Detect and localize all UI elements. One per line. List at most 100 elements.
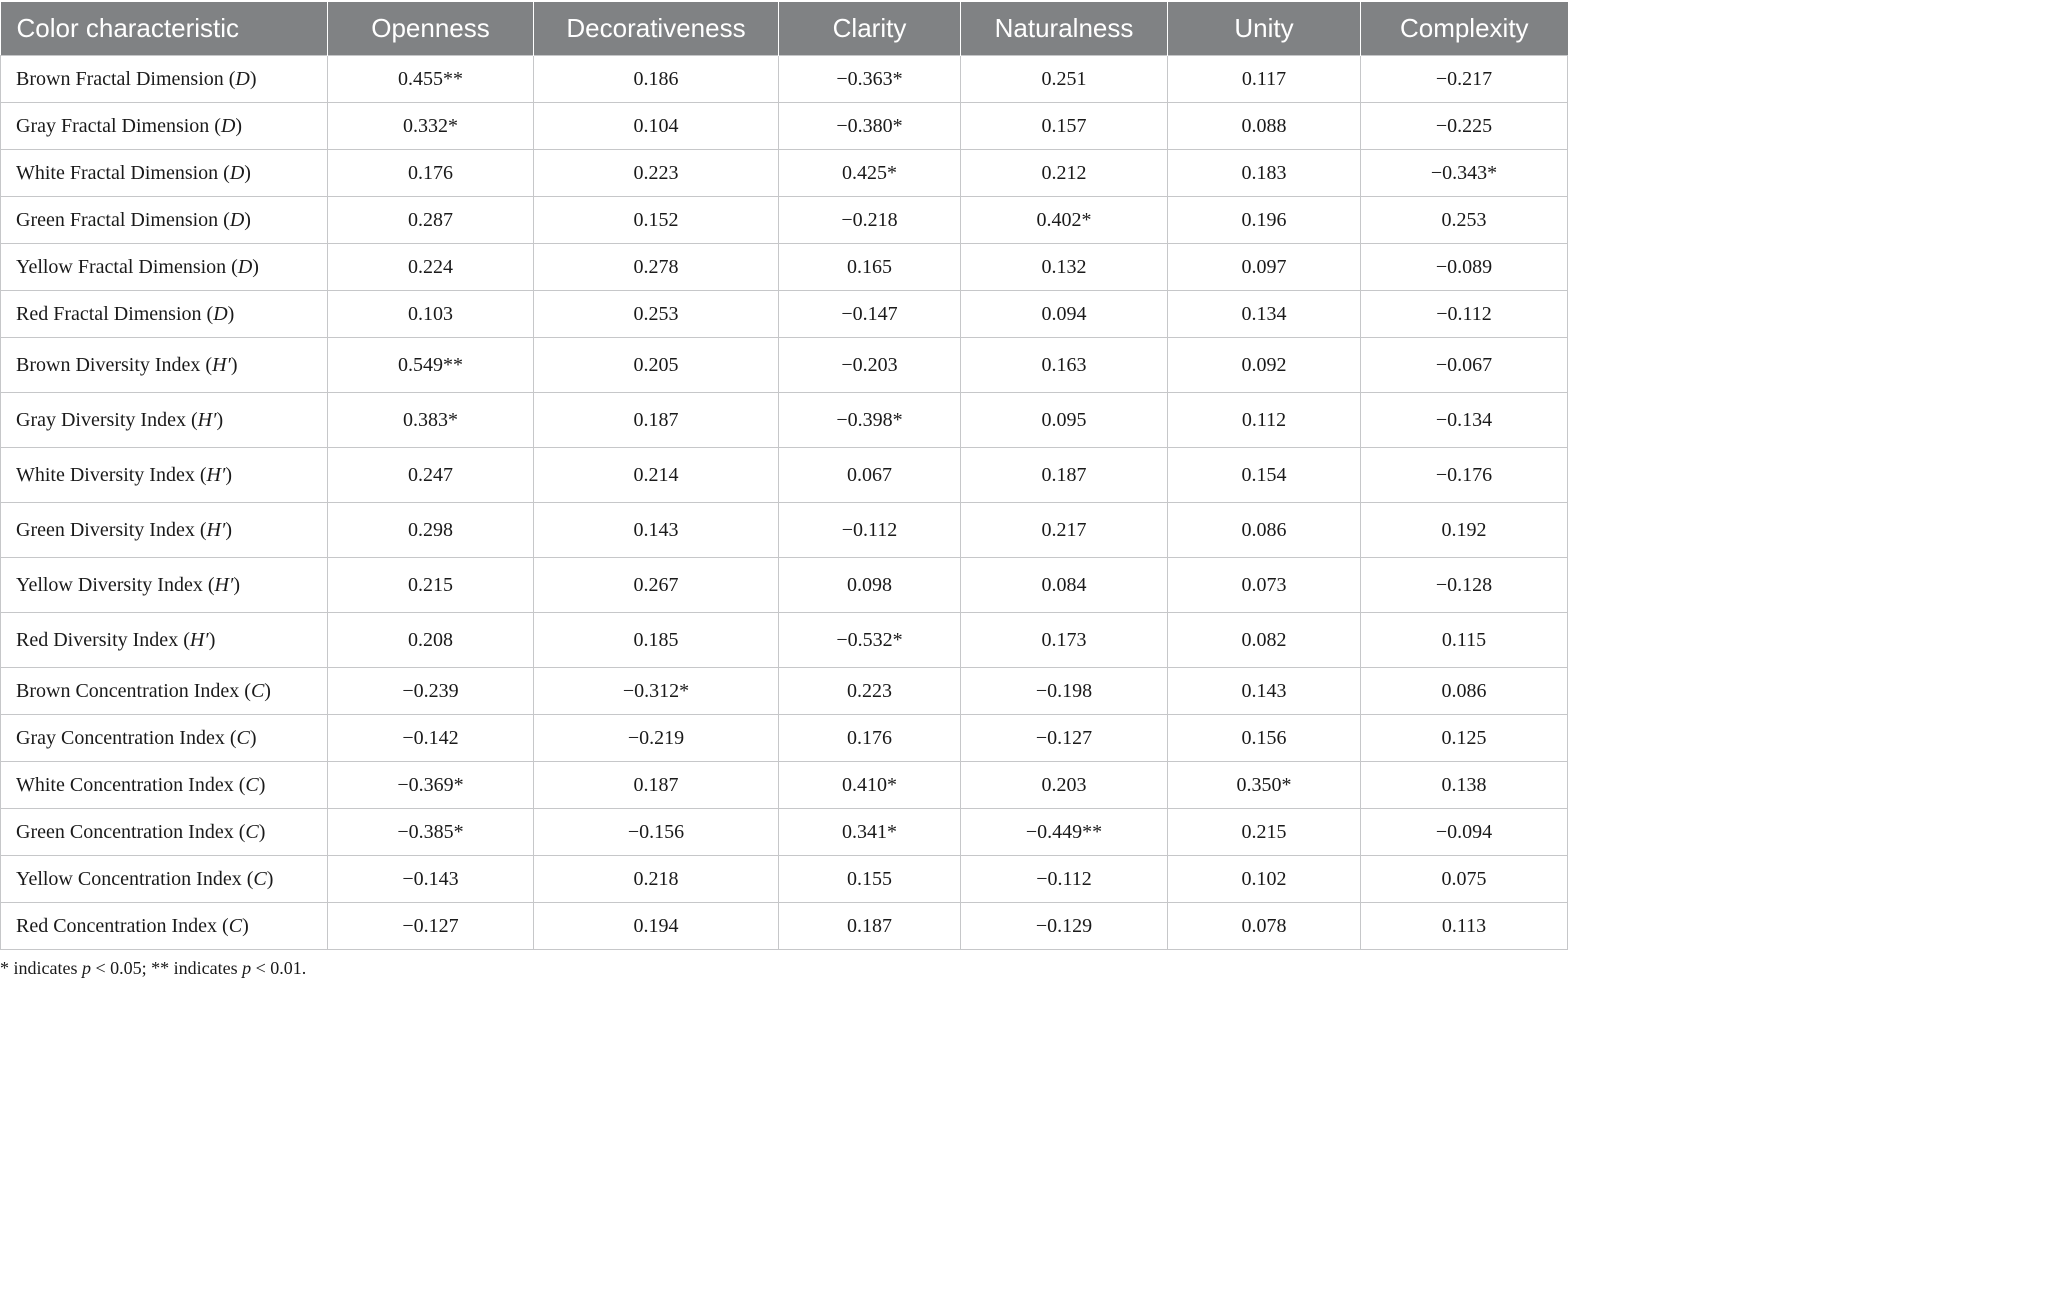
cell-complexity: 0.113 <box>1360 902 1568 950</box>
table-row: Yellow Concentration Index (C) −0.143 0.21… <box>0 855 1568 903</box>
header-decorativeness: Decorativeness <box>533 2 779 56</box>
cell-openness: 0.455** <box>327 55 534 103</box>
row-label-close: ) <box>264 679 271 702</box>
cell-naturalness: 0.157 <box>960 102 1168 150</box>
cell-unity: 0.154 <box>1167 447 1361 503</box>
cell-naturalness: −0.127 <box>960 714 1168 762</box>
cell-naturalness: 0.173 <box>960 612 1168 668</box>
cell-openness: −0.239 <box>327 667 534 715</box>
cell-complexity: 0.253 <box>1360 196 1568 244</box>
cell-unity: 0.078 <box>1167 902 1361 950</box>
row-label-symbol: H′ <box>206 463 226 486</box>
cell-unity: 0.196 <box>1167 196 1361 244</box>
row-label: Yellow Concentration Index (C) <box>0 855 328 903</box>
cell-complexity: 0.138 <box>1360 761 1568 809</box>
table-row: Brown Fractal Dimension (D) 0.455** 0.186−… <box>0 55 1568 103</box>
cell-complexity: −0.225 <box>1360 102 1568 150</box>
table-header: Color characteristic Openness Decorative… <box>0 2 1568 56</box>
cell-clarity: −0.218 <box>778 196 961 244</box>
cell-naturalness: 0.217 <box>960 502 1168 558</box>
table-row: Gray Concentration Index (C) −0.142 −0.219… <box>0 714 1568 762</box>
row-label: Gray Concentration Index (C) <box>0 714 328 762</box>
row-label-symbol: D <box>229 161 245 184</box>
cell-naturalness: 0.251 <box>960 55 1168 103</box>
cell-unity: 0.215 <box>1167 808 1361 856</box>
table-row: Yellow Diversity Index (H′) 0.215 0.267 0.0… <box>0 557 1568 613</box>
cell-clarity: 0.176 <box>778 714 961 762</box>
cell-decorativeness: −0.156 <box>533 808 779 856</box>
row-label-symbol: H′ <box>189 628 209 651</box>
footnote-p-symbol-2: p <box>242 958 252 978</box>
row-label-close: ) <box>249 67 257 90</box>
cell-unity: 0.097 <box>1167 243 1361 291</box>
header-clarity: Clarity <box>778 2 961 56</box>
cell-unity: 0.088 <box>1167 102 1361 150</box>
cell-naturalness: −0.112 <box>960 855 1168 903</box>
footnote-text-2: < 0.05; ** indicates <box>90 958 243 978</box>
cell-complexity: 0.115 <box>1360 612 1568 668</box>
cell-openness: 0.176 <box>327 149 534 197</box>
row-label: White Diversity Index (H′) <box>0 447 328 503</box>
row-label: Green Concentration Index (C) <box>0 808 328 856</box>
row-label-close: ) <box>235 114 243 137</box>
row-label-close: ) <box>227 302 235 325</box>
row-label: Green Fractal Dimension (D) <box>0 196 328 244</box>
cell-complexity: −0.089 <box>1360 243 1568 291</box>
cell-complexity: −0.094 <box>1360 808 1568 856</box>
row-label: Gray Diversity Index (H′) <box>0 392 328 448</box>
row-label-close: ) <box>225 518 232 541</box>
cell-naturalness: −0.129 <box>960 902 1168 950</box>
row-label-text: Yellow Concentration Index ( <box>16 867 254 890</box>
row-label-text: Brown Fractal Dimension ( <box>16 67 236 90</box>
header-naturalness: Naturalness <box>960 2 1168 56</box>
row-label-symbol: H′ <box>212 353 231 376</box>
cell-clarity: 0.410* <box>778 761 961 809</box>
cell-openness: 0.287 <box>327 196 534 244</box>
row-label-symbol: H′ <box>214 573 234 596</box>
cell-complexity: −0.134 <box>1360 392 1568 448</box>
cell-unity: 0.156 <box>1167 714 1361 762</box>
cell-clarity: −0.398* <box>778 392 961 448</box>
row-label-text: Red Diversity Index ( <box>16 628 190 651</box>
row-label: Brown Concentration Index (C) <box>0 667 328 715</box>
row-label-close: ) <box>258 773 266 796</box>
row-label-symbol: D <box>229 208 245 231</box>
cell-clarity: −0.203 <box>778 337 961 393</box>
cell-decorativeness: 0.218 <box>533 855 779 903</box>
cell-unity: 0.092 <box>1167 337 1361 393</box>
row-label: Red Concentration Index (C) <box>0 902 328 950</box>
cell-naturalness: 0.084 <box>960 557 1168 613</box>
cell-decorativeness: 0.214 <box>533 447 779 503</box>
row-label-close: ) <box>225 463 232 486</box>
cell-openness: 0.103 <box>327 290 534 338</box>
table-row: Green Diversity Index (H′) 0.298 0.143 −0.1… <box>0 502 1568 558</box>
footnote-p-symbol-1: p <box>81 958 91 978</box>
row-label-close: ) <box>258 820 266 843</box>
cell-clarity: 0.165 <box>778 243 961 291</box>
cell-unity: 0.117 <box>1167 55 1361 103</box>
table-row: Brown Concentration Index (C) −0.239 −0.31… <box>0 667 1568 715</box>
cell-decorativeness: 0.185 <box>533 612 779 668</box>
row-label-text: Yellow Diversity Index ( <box>16 573 215 596</box>
cell-openness: −0.385* <box>327 808 534 856</box>
cell-complexity: −0.112 <box>1360 290 1568 338</box>
cell-naturalness: 0.203 <box>960 761 1168 809</box>
cell-unity: 0.112 <box>1167 392 1361 448</box>
cell-clarity: −0.363* <box>778 55 961 103</box>
cell-unity: 0.183 <box>1167 149 1361 197</box>
cell-clarity: 0.223 <box>778 667 961 715</box>
header-complexity: Complexity <box>1360 2 1568 56</box>
cell-openness: 0.383* <box>327 392 534 448</box>
cell-openness: 0.332* <box>327 102 534 150</box>
row-label-close: ) <box>244 161 251 184</box>
table-row: Green Fractal Dimension (D) 0.287 0.152 −0.… <box>0 196 1568 244</box>
table-row: White Diversity Index (H′) 0.247 0.214 0.06… <box>0 447 1568 503</box>
cell-openness: −0.142 <box>327 714 534 762</box>
cell-clarity: 0.155 <box>778 855 961 903</box>
row-label: White Concentration Index (C) <box>0 761 328 809</box>
header-row: Color characteristic Openness Decorative… <box>0 2 1568 56</box>
cell-complexity: −0.217 <box>1360 55 1568 103</box>
row-label-symbol: C <box>250 679 265 702</box>
cell-clarity: 0.187 <box>778 902 961 950</box>
cell-complexity: 0.192 <box>1360 502 1568 558</box>
